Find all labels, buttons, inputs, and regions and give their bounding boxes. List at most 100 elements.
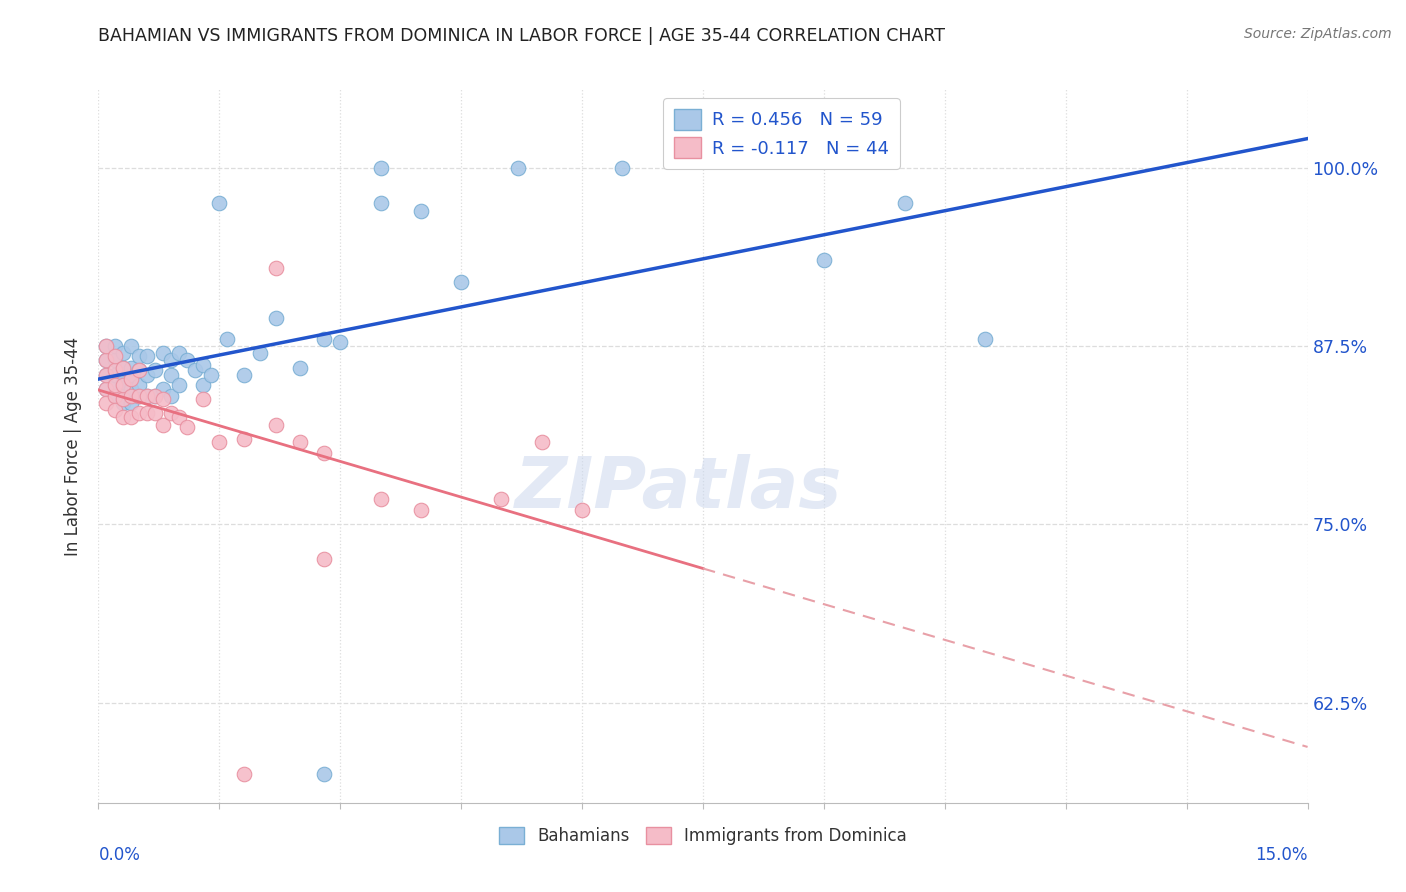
Point <box>370 196 392 211</box>
Point <box>96 396 118 410</box>
Point <box>120 410 142 425</box>
Point <box>152 392 174 406</box>
Point <box>135 406 157 420</box>
Point <box>450 275 472 289</box>
Point <box>264 417 287 432</box>
Point <box>128 389 150 403</box>
Point <box>128 377 150 392</box>
Point <box>160 368 183 382</box>
Point <box>329 334 352 349</box>
Point <box>506 161 529 175</box>
Point <box>160 389 183 403</box>
Point <box>370 161 392 175</box>
Point <box>893 196 915 211</box>
Point <box>96 382 118 396</box>
Point <box>314 446 336 460</box>
Y-axis label: In Labor Force | Age 35-44: In Labor Force | Age 35-44 <box>65 336 83 556</box>
Point <box>409 503 432 517</box>
Point <box>135 389 157 403</box>
Point <box>96 353 118 368</box>
Text: 15.0%: 15.0% <box>1256 846 1308 863</box>
Point <box>128 349 150 363</box>
Point <box>103 389 125 403</box>
Point <box>120 360 142 375</box>
Point <box>314 551 336 566</box>
Point <box>571 503 593 517</box>
Point <box>530 434 553 449</box>
Point <box>96 339 118 353</box>
Point <box>176 353 198 368</box>
Point <box>103 368 125 382</box>
Point <box>152 417 174 432</box>
Point <box>491 491 513 506</box>
Point <box>111 392 134 406</box>
Point <box>111 410 134 425</box>
Point <box>160 353 183 368</box>
Point <box>111 360 134 375</box>
Point <box>103 389 125 403</box>
Point <box>409 203 432 218</box>
Point <box>128 389 150 403</box>
Point <box>128 406 150 420</box>
Point <box>232 767 254 781</box>
Point <box>143 363 166 377</box>
Point <box>111 377 134 392</box>
Point <box>96 368 118 382</box>
Point <box>96 368 118 382</box>
Point <box>111 346 134 360</box>
Point <box>314 767 336 781</box>
Point <box>120 389 142 403</box>
Point <box>128 363 150 377</box>
Point <box>120 372 142 386</box>
Point <box>167 377 190 392</box>
Point <box>232 432 254 446</box>
Point <box>974 332 997 346</box>
Point <box>160 406 183 420</box>
Point <box>103 375 125 389</box>
Text: Source: ZipAtlas.com: Source: ZipAtlas.com <box>1244 27 1392 41</box>
Point <box>111 375 134 389</box>
Point <box>813 253 835 268</box>
Point <box>264 310 287 325</box>
Point <box>103 349 125 363</box>
Point <box>111 382 134 396</box>
Point <box>111 360 134 375</box>
Point <box>217 332 239 346</box>
Point <box>135 389 157 403</box>
Point <box>103 377 125 392</box>
Point <box>120 382 142 396</box>
Point <box>143 406 166 420</box>
Text: BAHAMIAN VS IMMIGRANTS FROM DOMINICA IN LABOR FORCE | AGE 35-44 CORRELATION CHAR: BAHAMIAN VS IMMIGRANTS FROM DOMINICA IN … <box>98 27 945 45</box>
Point <box>249 346 271 360</box>
Point <box>370 491 392 506</box>
Point <box>167 410 190 425</box>
Point <box>103 353 125 368</box>
Point <box>167 346 190 360</box>
Point <box>120 339 142 353</box>
Point <box>314 332 336 346</box>
Point <box>152 382 174 396</box>
Point <box>143 389 166 403</box>
Point <box>96 353 118 368</box>
Point <box>193 377 215 392</box>
Point <box>200 368 222 382</box>
Point <box>111 396 134 410</box>
Point <box>120 368 142 382</box>
Point <box>176 420 198 434</box>
Legend: Bahamians, Immigrants from Dominica: Bahamians, Immigrants from Dominica <box>492 820 914 852</box>
Point <box>135 349 157 363</box>
Point <box>103 363 125 377</box>
Point <box>143 389 166 403</box>
Point <box>264 260 287 275</box>
Point <box>96 382 118 396</box>
Point <box>288 360 311 375</box>
Point <box>103 339 125 353</box>
Point <box>120 396 142 410</box>
Point <box>193 358 215 372</box>
Text: ZIPatlas: ZIPatlas <box>515 454 842 524</box>
Point <box>288 434 311 449</box>
Point <box>612 161 634 175</box>
Point <box>208 434 231 449</box>
Text: 0.0%: 0.0% <box>98 846 141 863</box>
Point <box>152 346 174 360</box>
